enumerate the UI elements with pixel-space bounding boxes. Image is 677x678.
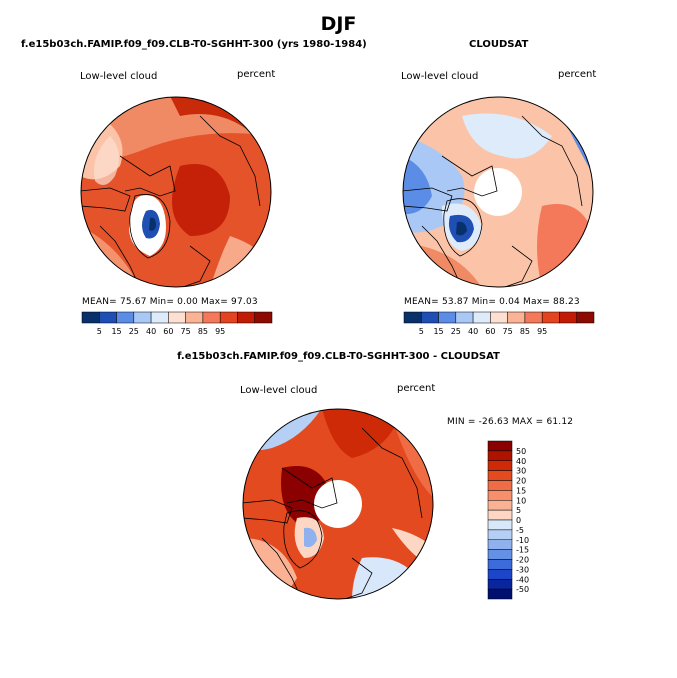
diff-colorbar-tick-label: 50 <box>516 447 526 456</box>
diff-colorbar-tick-label: -50 <box>516 585 529 594</box>
obs-colorbar-swatch <box>455 311 474 324</box>
model-colorbar-swatch <box>185 311 204 324</box>
model-colorbar-tick-label: 75 <box>181 327 191 336</box>
model-colorbar-swatch <box>150 311 169 324</box>
diff-colorbar-tick-label: -5 <box>516 526 524 535</box>
obs-stats: MEAN= 53.87 Min= 0.04 Max= 88.23 <box>404 297 580 307</box>
model-colorbar-swatch <box>81 311 100 324</box>
model-colorbar-swatch <box>133 311 152 324</box>
diff-colorbar-swatch <box>487 519 513 531</box>
diff-colorbar-swatch <box>487 480 513 491</box>
diff-colorbar-tick-label: 20 <box>516 477 526 486</box>
diff-colorbar-swatch <box>487 509 513 521</box>
diff-colorbar-swatch <box>487 450 513 461</box>
obs-polar-map <box>402 96 594 288</box>
diff-colorbar-tick-label: -10 <box>516 536 529 545</box>
obs-colorbar-swatch <box>576 311 595 324</box>
obs-colorbar-tick-label: 5 <box>419 327 424 336</box>
model-colorbar-swatch <box>254 311 273 324</box>
diff-colorbar-swatch <box>487 579 513 590</box>
obs-colorbar-tick-label: 60 <box>485 327 495 336</box>
model-stats: MEAN= 75.67 Min= 0.00 Max= 97.03 <box>82 297 258 307</box>
model-variable-label: Low-level cloud <box>80 71 158 82</box>
diff-colorbar-tick-label: -40 <box>516 575 529 584</box>
diff-colorbar-swatch <box>487 500 513 511</box>
obs-colorbar-swatch <box>421 311 439 324</box>
model-colorbar-swatch <box>202 311 221 324</box>
diff-colorbar-tick-label: -30 <box>516 565 529 574</box>
diff-colorbar-swatch <box>487 529 513 540</box>
obs-colorbar-swatch <box>524 311 543 324</box>
obs-colorbar-tick-label: 75 <box>503 327 513 336</box>
model-panel-header: f.e15b03ch.FAMIP.f09_f09.CLB-T0-SGHHT-30… <box>21 39 367 50</box>
obs-colorbar-tick-label: 15 <box>433 327 443 336</box>
model-colorbar-tick-label: 15 <box>111 327 121 336</box>
diff-colorbar-swatch <box>487 470 513 481</box>
diff-colorbar-swatch <box>487 569 513 580</box>
obs-colorbar-tick-label: 40 <box>468 327 478 336</box>
model-colorbar: 5 15 25 40 60 75 85 95 <box>81 311 273 336</box>
diff-colorbar-swatch <box>487 460 513 471</box>
obs-colorbar-swatch <box>507 311 526 324</box>
diff-colorbar-tick-label: 40 <box>516 457 526 466</box>
diff-panel-header: f.e15b03ch.FAMIP.f09_f09.CLB-T0-SGHHT-30… <box>177 351 500 362</box>
diff-colorbar-tick-label: 10 <box>516 496 526 505</box>
diff-colorbar-swatch <box>487 588 513 600</box>
model-colorbar-tick-label: 95 <box>215 327 225 336</box>
model-colorbar-tick-label: 60 <box>163 327 173 336</box>
diff-colorbar-swatch <box>487 559 513 570</box>
model-colorbar-swatch <box>99 311 117 324</box>
diff-colorbar-tick-label: 5 <box>516 506 521 515</box>
model-colorbar-tick-label: 85 <box>198 327 208 336</box>
diff-variable-label: Low-level cloud <box>240 385 318 396</box>
diff-colorbar-swatch <box>487 490 513 501</box>
diff-colorbar-swatch <box>487 549 513 560</box>
obs-colorbar: 5 15 25 40 60 75 85 95 <box>403 311 595 336</box>
model-polar-map <box>80 96 272 288</box>
diff-colorbar-tick-label: 15 <box>516 486 526 495</box>
obs-colorbar-swatch <box>403 311 422 324</box>
obs-colorbar-tick-label: 25 <box>451 327 461 336</box>
obs-colorbar-swatch <box>472 311 491 324</box>
diff-colorbar-tick-label: 30 <box>516 467 526 476</box>
obs-colorbar-tick-label: 85 <box>520 327 530 336</box>
figure-title: DJF <box>320 13 357 35</box>
obs-variable-label: Low-level cloud <box>401 71 479 82</box>
obs-units-label: percent <box>558 69 597 80</box>
obs-colorbar-tick-label: 95 <box>537 327 547 336</box>
diff-polar-map <box>242 408 434 600</box>
obs-colorbar-swatch <box>438 311 457 324</box>
diff-stats: MIN = -26.63 MAX = 61.12 <box>447 417 574 427</box>
model-units-label: percent <box>237 69 276 80</box>
diff-colorbar-tick-label: 0 <box>516 516 521 525</box>
obs-panel-header: CLOUDSAT <box>469 39 529 50</box>
diff-units-label: percent <box>397 383 436 394</box>
model-colorbar-swatch <box>237 311 255 324</box>
model-colorbar-swatch <box>168 311 186 324</box>
diff-colorbar-swatch <box>487 539 513 550</box>
obs-colorbar-swatch <box>559 311 577 324</box>
obs-colorbar-swatch <box>541 311 560 324</box>
diff-colorbar-tick-label: -15 <box>516 546 529 555</box>
model-colorbar-swatch <box>219 311 238 324</box>
model-colorbar-tick-label: 5 <box>97 327 102 336</box>
diff-colorbar-swatch <box>487 440 513 452</box>
model-colorbar-tick-label: 25 <box>129 327 139 336</box>
model-colorbar-swatch <box>116 311 135 324</box>
model-colorbar-tick-label: 40 <box>146 327 156 336</box>
obs-colorbar-swatch <box>490 311 508 324</box>
diff-colorbar-tick-label: -20 <box>516 556 529 565</box>
